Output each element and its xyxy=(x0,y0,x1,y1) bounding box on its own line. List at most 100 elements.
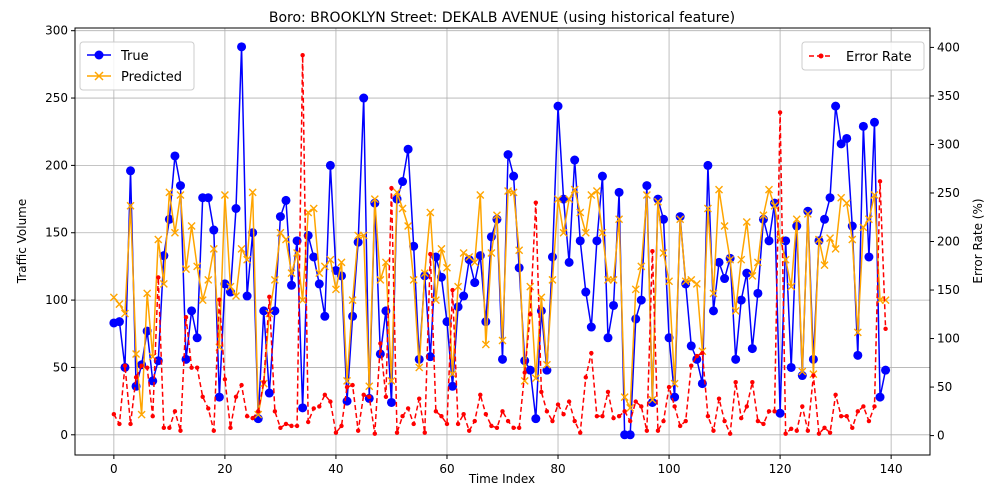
legend-right: Error Rate xyxy=(801,41,925,71)
data-point-error-rate xyxy=(622,409,627,414)
data-point-true xyxy=(170,151,180,161)
data-point-error-rate xyxy=(200,394,205,399)
data-point-error-rate xyxy=(794,428,799,433)
data-point-predicted xyxy=(559,228,568,237)
data-point-predicted xyxy=(237,244,246,253)
data-point-true xyxy=(314,279,324,289)
data-point-error-rate xyxy=(283,421,289,427)
data-point-predicted xyxy=(542,360,551,369)
data-point-error-rate xyxy=(367,394,372,399)
data-point-error-rate xyxy=(405,406,411,411)
data-point-error-rate xyxy=(189,365,194,370)
data-point-true xyxy=(298,403,308,413)
data-point-true xyxy=(453,302,463,312)
data-point-predicted xyxy=(487,248,496,257)
data-point-error-rate xyxy=(156,275,161,280)
y2-axis-ticks: 0 50 100 150 200 250 300 350 400 xyxy=(930,40,960,443)
data-point-predicted xyxy=(265,309,274,318)
data-point-predicted xyxy=(881,296,890,305)
data-point-predicted xyxy=(470,258,479,267)
data-point-predicted xyxy=(703,204,712,213)
data-point-predicted xyxy=(442,263,451,272)
y-tick-label: 200 xyxy=(45,158,68,172)
data-point-error-rate xyxy=(444,421,450,427)
data-point-predicted xyxy=(331,285,340,294)
data-point-predicted xyxy=(731,306,740,315)
data-point-true xyxy=(597,171,607,181)
data-point-predicted xyxy=(864,215,873,224)
data-point-error-rate xyxy=(661,418,666,424)
data-point-predicted xyxy=(209,244,218,253)
data-point-predicted xyxy=(753,258,762,267)
data-point-error-rate xyxy=(744,404,749,409)
data-point-true xyxy=(287,280,297,290)
data-point-error-rate xyxy=(805,428,811,433)
data-point-error-rate xyxy=(589,350,594,356)
data-point-true xyxy=(675,212,685,222)
data-point-predicted xyxy=(182,265,191,274)
data-point-error-rate xyxy=(167,425,172,431)
data-point-predicted xyxy=(287,269,296,278)
data-point-error-rate xyxy=(305,419,311,425)
data-point-predicted xyxy=(665,277,674,286)
data-point-error-rate xyxy=(489,423,494,429)
data-point-error-rate xyxy=(339,423,344,429)
data-point-true xyxy=(731,354,741,364)
y2-tick-label: 200 xyxy=(937,235,960,249)
data-point-error-rate xyxy=(777,110,783,115)
data-point-error-rate xyxy=(311,406,316,411)
data-point-error-rate xyxy=(822,425,827,431)
data-point-true xyxy=(831,101,841,111)
data-point-true xyxy=(126,166,136,176)
data-point-error-rate xyxy=(328,399,333,404)
data-point-true xyxy=(398,177,408,187)
data-point-error-rate xyxy=(727,431,733,436)
data-point-true xyxy=(275,212,285,222)
data-point-true xyxy=(403,144,413,154)
data-point-error-rate xyxy=(716,396,722,401)
series-predicted xyxy=(109,185,890,419)
data-point-true xyxy=(237,42,247,52)
data-point-predicted xyxy=(137,410,146,419)
data-point-error-rate xyxy=(578,430,583,435)
data-point-error-rate xyxy=(139,363,144,368)
x-tick-label: 140 xyxy=(880,462,903,476)
data-point-error-rate xyxy=(150,413,155,419)
legend-left: True Predicted xyxy=(79,41,195,91)
data-point-predicted xyxy=(531,374,540,383)
data-point-error-rate xyxy=(633,399,638,404)
data-point-error-rate xyxy=(389,185,394,191)
legend-left-box xyxy=(79,41,195,91)
series-line-error-rate xyxy=(113,54,887,435)
data-point-predicted xyxy=(187,222,196,231)
data-point-predicted xyxy=(376,275,385,284)
data-point-error-rate xyxy=(500,409,505,414)
data-point-predicted xyxy=(348,296,357,305)
data-point-error-rate xyxy=(605,389,611,395)
data-point-error-rate xyxy=(439,413,444,419)
data-point-predicted xyxy=(315,269,324,278)
data-point-predicted xyxy=(326,255,335,264)
data-point-predicted xyxy=(120,309,129,318)
y2-tick-label: 400 xyxy=(937,40,960,54)
data-point-predicted xyxy=(476,191,485,200)
data-point-true xyxy=(531,414,541,424)
data-point-error-rate xyxy=(566,399,572,404)
data-point-predicted xyxy=(454,282,463,291)
data-point-true xyxy=(114,317,124,327)
data-point-predicted xyxy=(820,261,829,270)
data-point-true xyxy=(281,195,291,205)
data-point-error-rate xyxy=(300,52,305,58)
data-point-error-rate xyxy=(783,431,788,436)
data-point-error-rate xyxy=(750,380,755,385)
data-point-error-rate xyxy=(122,363,128,368)
legend-true-marker xyxy=(94,50,104,60)
data-point-true xyxy=(509,171,519,181)
data-point-predicted xyxy=(243,255,252,264)
data-point-predicted xyxy=(176,191,185,200)
data-point-predicted xyxy=(676,215,685,224)
data-point-predicted xyxy=(853,328,862,337)
data-point-true xyxy=(692,354,702,364)
data-point-error-rate xyxy=(838,413,844,419)
data-point-true xyxy=(220,279,230,289)
